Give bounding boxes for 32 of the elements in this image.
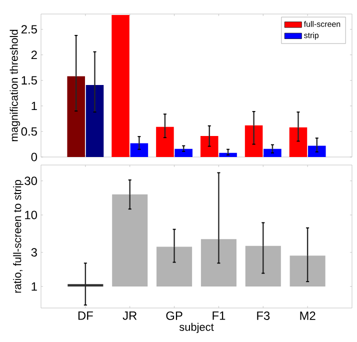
- x-axis-title: subject: [179, 322, 214, 334]
- bar: [67, 76, 85, 157]
- y-tick-label: 1.5: [22, 76, 37, 85]
- bar: [174, 148, 192, 157]
- y-tick-label: 2: [31, 50, 37, 60]
- bar: [200, 136, 218, 157]
- bar: [112, 194, 148, 286]
- y-tick-label: 1: [32, 282, 37, 291]
- y-tick-label: 30: [24, 176, 38, 186]
- x-tick-label: M2: [300, 312, 316, 320]
- x-tick-label: F3: [257, 312, 270, 320]
- bar: [289, 127, 308, 157]
- y-axis-title: magnification threshold: [10, 30, 20, 142]
- y-tick-label: 2.5: [21, 25, 37, 34]
- bar: [219, 152, 237, 157]
- bar: [308, 146, 326, 157]
- y-tick-label: 1: [32, 102, 37, 110]
- y-tick-label: 0: [31, 152, 38, 162]
- y-tick-label: 0.5: [21, 127, 37, 136]
- bar: [156, 126, 174, 157]
- y-tick-label: 3: [31, 248, 37, 257]
- x-tick-label: F1: [212, 312, 226, 320]
- bar: [86, 84, 104, 157]
- x-tick-label: DF: [78, 312, 93, 320]
- y-axis-title: ratio, full-screen to strip: [13, 180, 24, 293]
- bar: [130, 143, 148, 157]
- bar: [264, 148, 282, 157]
- x-tick-label: JR: [122, 312, 137, 320]
- bar: [156, 246, 192, 286]
- y-tick-label: 10: [25, 210, 38, 220]
- bar: [112, 15, 130, 157]
- x-tick-label: GP: [166, 312, 182, 320]
